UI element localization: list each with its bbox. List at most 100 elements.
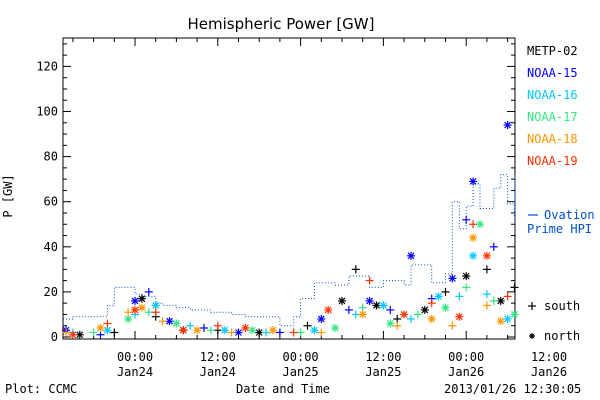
marker-stroke xyxy=(131,306,139,314)
plot-frame xyxy=(62,37,516,340)
point-metp-02 xyxy=(137,294,146,303)
point-metp-02 xyxy=(338,296,346,305)
marker-stroke xyxy=(497,317,505,325)
marker-stroke xyxy=(435,292,443,300)
marker-stroke xyxy=(379,302,387,309)
marker-stroke xyxy=(421,306,429,314)
y-axis-label: P [GW] xyxy=(1,174,15,217)
point-noaa-18 xyxy=(62,328,70,337)
legend-item: METP-02 xyxy=(527,44,578,58)
point-noaa-15 xyxy=(200,323,208,332)
marker-stroke xyxy=(179,326,187,334)
point-metp-02 xyxy=(496,296,505,305)
point-noaa-16 xyxy=(407,314,415,323)
point-noaa-15 xyxy=(407,251,415,260)
point-noaa-15 xyxy=(131,296,139,305)
point-noaa-15 xyxy=(386,305,395,314)
point-noaa-15 xyxy=(317,314,326,323)
y-tick-label: 0 xyxy=(51,330,58,344)
point-noaa-15 xyxy=(165,317,174,326)
point-noaa-17 xyxy=(248,326,257,335)
marker-stroke xyxy=(428,315,436,323)
point-noaa-18 xyxy=(227,328,236,337)
marker-stroke xyxy=(469,234,477,242)
point-noaa-18 xyxy=(393,321,402,330)
x-axis: 00:00Jan2412:00Jan2400:00Jan2512:00Jan25… xyxy=(72,38,567,379)
marker-stroke xyxy=(124,315,132,323)
point-noaa-18 xyxy=(358,310,367,319)
point-noaa-16 xyxy=(310,326,319,335)
marker-stroke xyxy=(511,311,518,318)
point-noaa-19 xyxy=(503,292,512,301)
point-noaa-16 xyxy=(186,321,195,330)
point-noaa-17 xyxy=(124,314,133,323)
marker-stroke xyxy=(138,295,146,303)
marker-stroke xyxy=(407,252,415,260)
marker-stroke xyxy=(504,121,512,129)
point-noaa-17 xyxy=(89,328,98,337)
point-metp-02 xyxy=(393,314,402,323)
point-noaa-15 xyxy=(344,305,353,314)
marker-stroke xyxy=(504,315,512,323)
point-noaa-17 xyxy=(172,319,181,328)
marker-stroke xyxy=(386,320,394,327)
legend-south-label: south xyxy=(544,299,580,313)
point-noaa-15 xyxy=(489,242,498,251)
marker-stroke xyxy=(338,297,346,305)
legend-north-label: north xyxy=(544,329,580,343)
point-metp-02 xyxy=(372,301,381,310)
y-axis: 0 20 40 60 80 100 120 xyxy=(36,43,515,344)
legend-item: NOAA-16 xyxy=(527,88,578,102)
point-noaa-19 xyxy=(365,276,374,285)
point-noaa-16 xyxy=(379,301,388,310)
marker-stroke xyxy=(373,302,380,309)
x-tick-date: Jan26 xyxy=(448,365,484,379)
point-noaa-18 xyxy=(317,328,326,337)
point-noaa-16 xyxy=(482,290,491,299)
point-noaa-18 xyxy=(137,303,146,312)
marker-stroke xyxy=(455,313,463,321)
point-noaa-19 xyxy=(455,312,464,321)
point-noaa-15 xyxy=(503,121,512,130)
y-tick-label: 60 xyxy=(44,195,58,209)
point-noaa-18 xyxy=(496,317,505,326)
point-noaa-16 xyxy=(503,314,512,323)
marker-stroke xyxy=(193,326,201,334)
point-noaa-18 xyxy=(448,321,457,330)
point-noaa-19 xyxy=(151,308,160,317)
plot-credit: Plot: CCMC xyxy=(5,382,77,396)
point-noaa-19 xyxy=(241,323,250,332)
x-tick-date: Jan24 xyxy=(117,365,153,379)
x-tick-date: Jan25 xyxy=(283,365,319,379)
legend-item: NOAA-17 xyxy=(527,110,578,124)
marker-stroke xyxy=(269,326,277,334)
point-noaa-19 xyxy=(400,310,409,319)
legend-ovation-label: Ovation xyxy=(544,208,595,222)
marker-stroke xyxy=(241,324,249,332)
legend-north-marker xyxy=(529,333,535,339)
point-noaa-19 xyxy=(131,305,139,314)
point-metp-02 xyxy=(482,265,491,274)
x-tick-time: 12:00 xyxy=(200,350,236,364)
marker-stroke xyxy=(103,326,111,334)
point-noaa-17 xyxy=(441,303,450,312)
point-noaa-15 xyxy=(275,328,284,337)
x-tick-time: 00:00 xyxy=(117,350,153,364)
marker-stroke xyxy=(317,315,325,323)
point-noaa-17 xyxy=(144,308,153,317)
marker-stroke xyxy=(97,324,104,332)
marker-stroke xyxy=(166,317,173,325)
y-tick-label: 120 xyxy=(36,59,58,73)
marker-stroke xyxy=(442,304,449,312)
point-noaa-17 xyxy=(462,283,471,292)
point-noaa-15 xyxy=(448,274,457,283)
marker-stroke xyxy=(497,297,505,305)
point-noaa-17 xyxy=(489,296,498,305)
ovation-series xyxy=(63,174,516,327)
point-noaa-16 xyxy=(103,326,112,335)
point-noaa-16 xyxy=(220,326,229,335)
marker-stroke xyxy=(248,326,256,334)
marker-stroke xyxy=(255,329,263,336)
point-metp-02 xyxy=(462,272,471,281)
